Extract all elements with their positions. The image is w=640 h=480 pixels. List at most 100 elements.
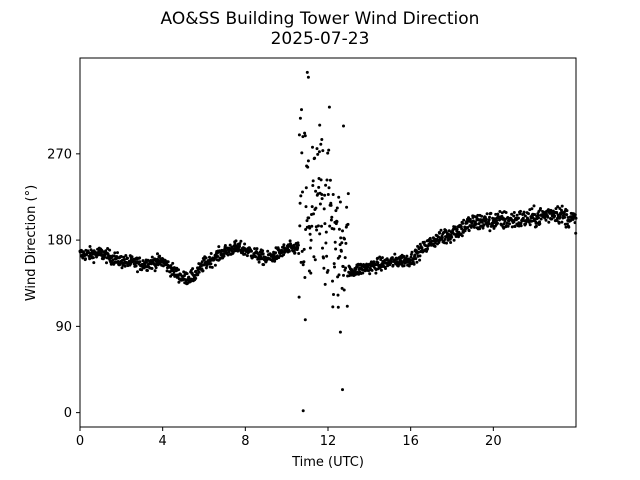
data-point xyxy=(239,239,243,243)
data-point xyxy=(305,70,309,74)
data-point xyxy=(466,226,470,229)
data-point xyxy=(226,253,230,257)
data-point xyxy=(310,224,314,228)
data-point xyxy=(116,260,120,263)
data-point xyxy=(457,230,461,234)
data-point xyxy=(489,211,493,215)
data-point xyxy=(412,262,416,266)
data-point xyxy=(331,305,335,309)
data-point xyxy=(407,264,411,268)
data-point xyxy=(166,260,170,264)
data-point xyxy=(331,193,335,196)
data-point xyxy=(445,241,448,245)
data-point xyxy=(234,239,238,243)
data-point xyxy=(156,252,159,256)
data-point xyxy=(202,258,206,262)
data-point xyxy=(330,215,334,219)
data-point xyxy=(320,224,323,228)
data-point xyxy=(460,227,464,231)
data-point xyxy=(460,234,464,238)
data-point xyxy=(320,138,324,141)
data-point xyxy=(317,185,321,189)
data-point xyxy=(153,269,157,273)
data-point xyxy=(307,216,311,220)
data-point xyxy=(140,268,144,272)
data-point xyxy=(368,272,372,276)
data-point xyxy=(474,222,478,226)
data-point xyxy=(318,123,322,127)
data-point xyxy=(150,267,154,270)
data-point xyxy=(305,219,309,223)
data-point xyxy=(88,257,92,261)
data-point xyxy=(222,254,226,258)
data-point xyxy=(560,204,564,208)
data-point xyxy=(413,253,417,257)
data-point xyxy=(439,228,443,232)
data-point xyxy=(334,247,338,251)
data-point xyxy=(306,75,310,79)
chart-title: AO&SS Building Tower Wind Direction xyxy=(161,9,480,29)
x-tick-label: 8 xyxy=(241,434,249,449)
data-point xyxy=(297,133,301,137)
data-point xyxy=(370,268,374,272)
data-point xyxy=(560,220,564,224)
data-point xyxy=(341,229,344,233)
data-point xyxy=(482,223,486,227)
data-point xyxy=(537,216,540,220)
chart-subtitle: 2025-07-23 xyxy=(271,29,370,49)
data-point xyxy=(323,222,327,226)
data-point xyxy=(320,193,324,196)
data-point xyxy=(138,256,142,260)
data-point xyxy=(323,282,327,286)
data-point xyxy=(319,142,323,146)
data-point xyxy=(343,256,347,260)
data-point xyxy=(440,236,444,239)
data-point xyxy=(300,108,303,112)
x-tick-label: 0 xyxy=(76,434,84,449)
data-point xyxy=(405,254,409,258)
data-point xyxy=(512,211,516,214)
data-point xyxy=(304,205,308,209)
data-point xyxy=(567,225,571,229)
data-point xyxy=(414,257,418,261)
data-point xyxy=(336,305,340,309)
data-point xyxy=(309,238,313,242)
data-point xyxy=(378,255,382,259)
data-point xyxy=(325,178,329,182)
data-point xyxy=(287,249,291,253)
data-point xyxy=(346,222,350,226)
data-point xyxy=(329,218,333,222)
data-point xyxy=(521,216,525,220)
data-point xyxy=(332,227,336,231)
data-point xyxy=(329,203,333,207)
data-point xyxy=(299,260,303,264)
y-tick-label: 270 xyxy=(47,147,72,162)
data-point xyxy=(306,159,310,163)
data-point xyxy=(333,265,336,269)
data-point xyxy=(536,213,540,217)
data-point xyxy=(326,193,330,196)
y-tick-label: 0 xyxy=(64,406,72,421)
data-point xyxy=(329,201,333,205)
data-point xyxy=(200,260,204,264)
data-point xyxy=(365,262,369,266)
data-point xyxy=(103,255,106,259)
data-point xyxy=(560,208,563,212)
data-point xyxy=(106,247,110,250)
data-point xyxy=(296,246,300,250)
data-point xyxy=(308,246,312,250)
data-point xyxy=(301,409,305,413)
data-point xyxy=(81,256,85,260)
data-point xyxy=(302,260,306,264)
data-point xyxy=(472,225,476,229)
data-point xyxy=(553,214,557,218)
data-point xyxy=(321,246,324,250)
data-point xyxy=(337,227,341,231)
data-point xyxy=(452,238,456,242)
data-point xyxy=(462,218,466,222)
data-point xyxy=(492,226,496,230)
data-point xyxy=(461,221,465,225)
data-point xyxy=(316,152,320,156)
data-point xyxy=(342,288,346,292)
data-point xyxy=(308,226,312,230)
